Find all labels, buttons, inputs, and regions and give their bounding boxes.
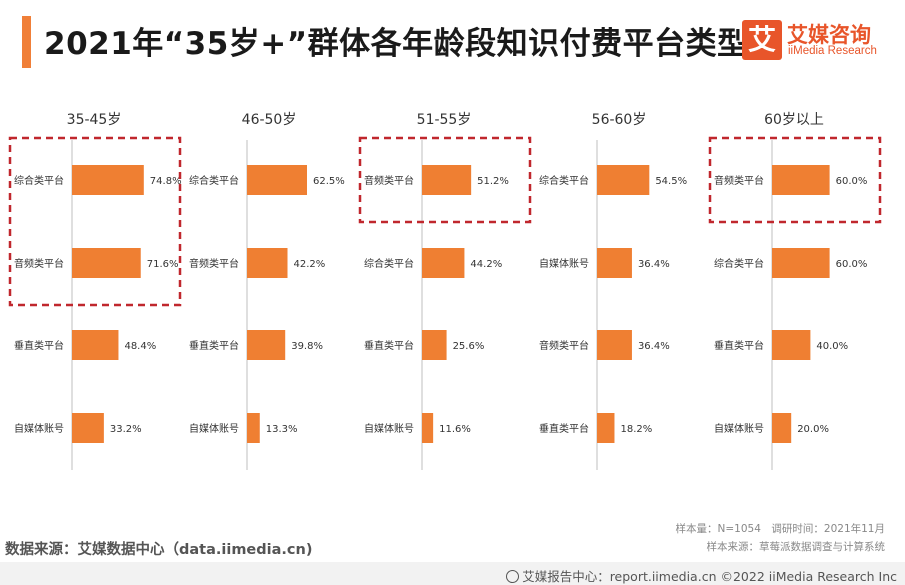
logo-name-cn: 艾媒咨询: [787, 23, 871, 47]
data-label: 60.0%: [836, 176, 868, 187]
highlight-box: [8, 136, 182, 307]
category-label: 综合类平台: [364, 257, 414, 270]
panel-title: 56-60岁: [592, 112, 647, 128]
logo-mark: 艾: [742, 20, 782, 60]
data-label: 18.2%: [620, 424, 652, 435]
category-label: 自媒体账号: [714, 422, 764, 435]
category-label: 垂直类平台: [539, 422, 589, 435]
highlight-box: [358, 136, 532, 224]
category-label: 垂直类平台: [714, 339, 764, 352]
bar: [72, 330, 119, 360]
data-label: 74.8%: [150, 176, 182, 187]
bar: [422, 330, 447, 360]
category-label: 音频类平台: [14, 257, 64, 270]
sample-source: 样本来源：草莓派数据调查与计算系统: [706, 541, 886, 553]
footer: 艾媒报告中心：report.iimedia.cn ©2022 iiMedia R…: [0, 562, 905, 585]
category-label: 垂直类平台: [14, 339, 64, 352]
category-label: 自媒体账号: [14, 422, 64, 435]
logo: 艾 艾媒咨询 iiMedia Research: [742, 20, 892, 64]
category-label: 自媒体账号: [539, 257, 589, 270]
bar: [422, 248, 465, 278]
panel-title: 60岁以上: [764, 112, 824, 128]
data-label: 48.4%: [124, 341, 156, 352]
category-label: 综合类平台: [14, 174, 64, 187]
footer-text: 艾媒报告中心：report.iimedia.cn ©2022 iiMedia R…: [522, 569, 897, 584]
category-label: 自媒体账号: [364, 422, 414, 435]
category-label: 综合类平台: [714, 257, 764, 270]
bar: [422, 165, 472, 195]
bar: [247, 330, 286, 360]
panel-title: 35-45岁: [67, 112, 122, 128]
data-label: 11.6%: [439, 424, 471, 435]
data-label: 62.5%: [313, 176, 345, 187]
data-label: 42.2%: [294, 259, 326, 270]
bar: [72, 413, 104, 443]
data-label: 20.0%: [797, 424, 829, 435]
category-label: 垂直类平台: [364, 339, 414, 352]
data-label: 40.0%: [816, 341, 848, 352]
panel-title: 46-50岁: [242, 112, 297, 128]
data-label: 13.3%: [266, 424, 298, 435]
bar: [247, 248, 288, 278]
bar: [772, 413, 792, 443]
data-label: 39.8%: [291, 341, 323, 352]
highlight-box: [708, 136, 882, 224]
data-label: 33.2%: [110, 424, 142, 435]
logo-name-en: iiMedia Research: [788, 45, 877, 57]
globe-icon: [506, 570, 520, 583]
category-label: 综合类平台: [189, 174, 239, 187]
bar: [597, 165, 650, 195]
bar: [247, 165, 307, 195]
bar: [597, 330, 632, 360]
category-label: 垂直类平台: [189, 339, 239, 352]
data-label: 54.5%: [655, 176, 687, 187]
category-label: 自媒体账号: [189, 422, 239, 435]
category-label: 综合类平台: [539, 174, 589, 187]
bar: [772, 165, 830, 195]
data-label: 36.4%: [638, 341, 670, 352]
bar: [772, 248, 830, 278]
title-accent-bar: [22, 16, 31, 68]
data-label: 36.4%: [638, 259, 670, 270]
category-label: 音频类平台: [364, 174, 414, 187]
bar: [247, 413, 260, 443]
bar: [597, 413, 615, 443]
category-label: 音频类平台: [189, 257, 239, 270]
bar: [597, 248, 632, 278]
data-label: 60.0%: [836, 259, 868, 270]
data-label: 25.6%: [453, 341, 485, 352]
sample-info: 样本量：N=1054 调研时间：2021年11月: [675, 523, 885, 535]
data-label: 51.2%: [477, 176, 509, 187]
data-source: 数据来源：艾媒数据中心（data.iimedia.cn): [5, 542, 313, 558]
data-label: 44.2%: [470, 259, 502, 270]
bar: [772, 330, 811, 360]
bar: [72, 165, 144, 195]
page-title: 2021年“35岁+”群体各年龄段知识付费平台类型: [44, 26, 749, 62]
bar: [422, 413, 434, 443]
category-label: 音频类平台: [539, 339, 589, 352]
category-label: 音频类平台: [714, 174, 764, 187]
bar: [72, 248, 141, 278]
data-label: 71.6%: [147, 259, 179, 270]
panel-title: 51-55岁: [417, 112, 472, 128]
